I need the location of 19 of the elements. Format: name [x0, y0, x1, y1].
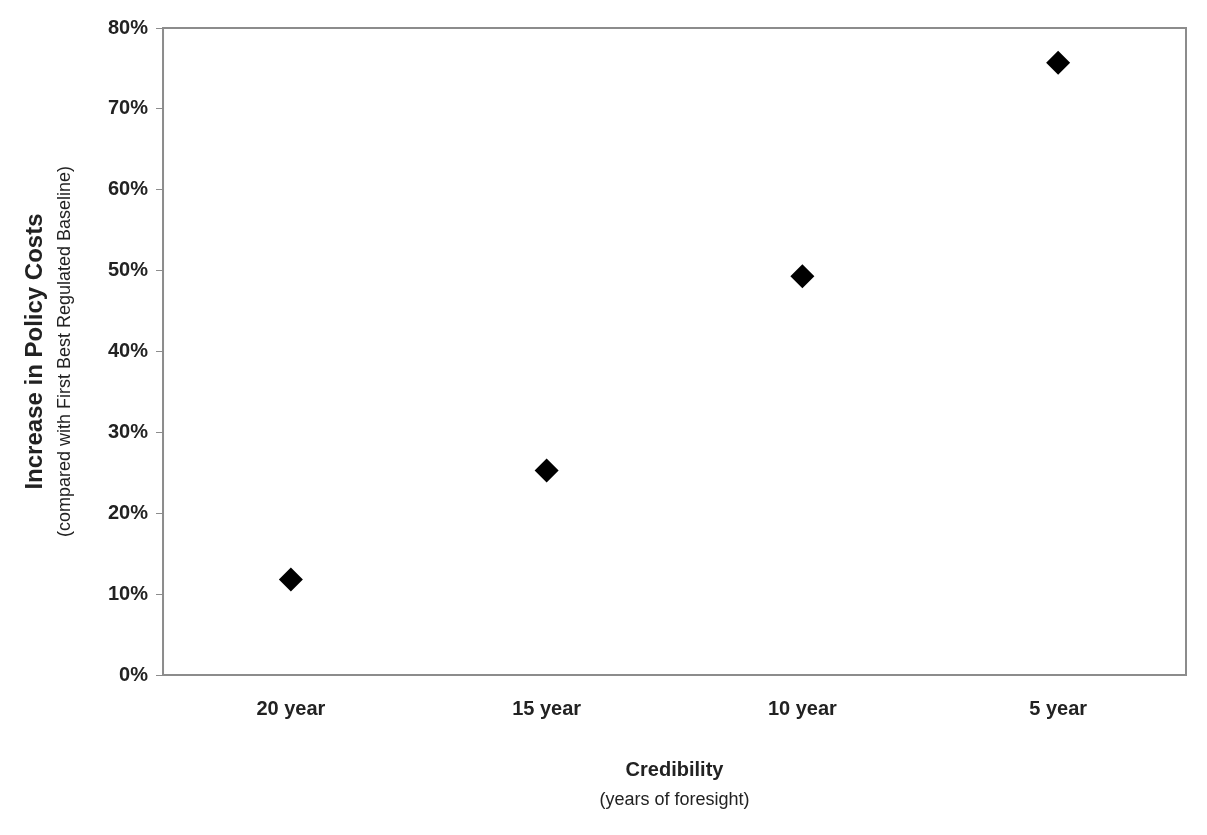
x-tick-label: 5 year: [1029, 696, 1088, 719]
point: [278, 567, 303, 592]
y-tick-label: 20%: [108, 500, 149, 523]
y-tick-label: 40%: [108, 339, 149, 362]
point: [790, 264, 815, 289]
x-axis-title: Credibility (years of foresight): [599, 757, 750, 809]
point: [1046, 50, 1071, 75]
y-tick-label: 80%: [108, 15, 149, 38]
y-tick-label: 60%: [108, 177, 149, 200]
y-tick-label: 50%: [108, 258, 149, 281]
x-tick-label: 15 year: [512, 696, 582, 719]
y-tick-label: 0%: [119, 662, 149, 685]
y-tick-label: 30%: [108, 419, 149, 442]
y-axis-title: Increase in Policy Costs (compared with First Best Regulated Baseline): [19, 165, 74, 538]
x-tick-label: 20 year: [256, 696, 326, 719]
y-tick-label: 10%: [108, 581, 149, 604]
x-tick-label: 10 year: [767, 696, 838, 719]
point: [534, 458, 559, 483]
y-tick-label: 70%: [108, 96, 149, 119]
